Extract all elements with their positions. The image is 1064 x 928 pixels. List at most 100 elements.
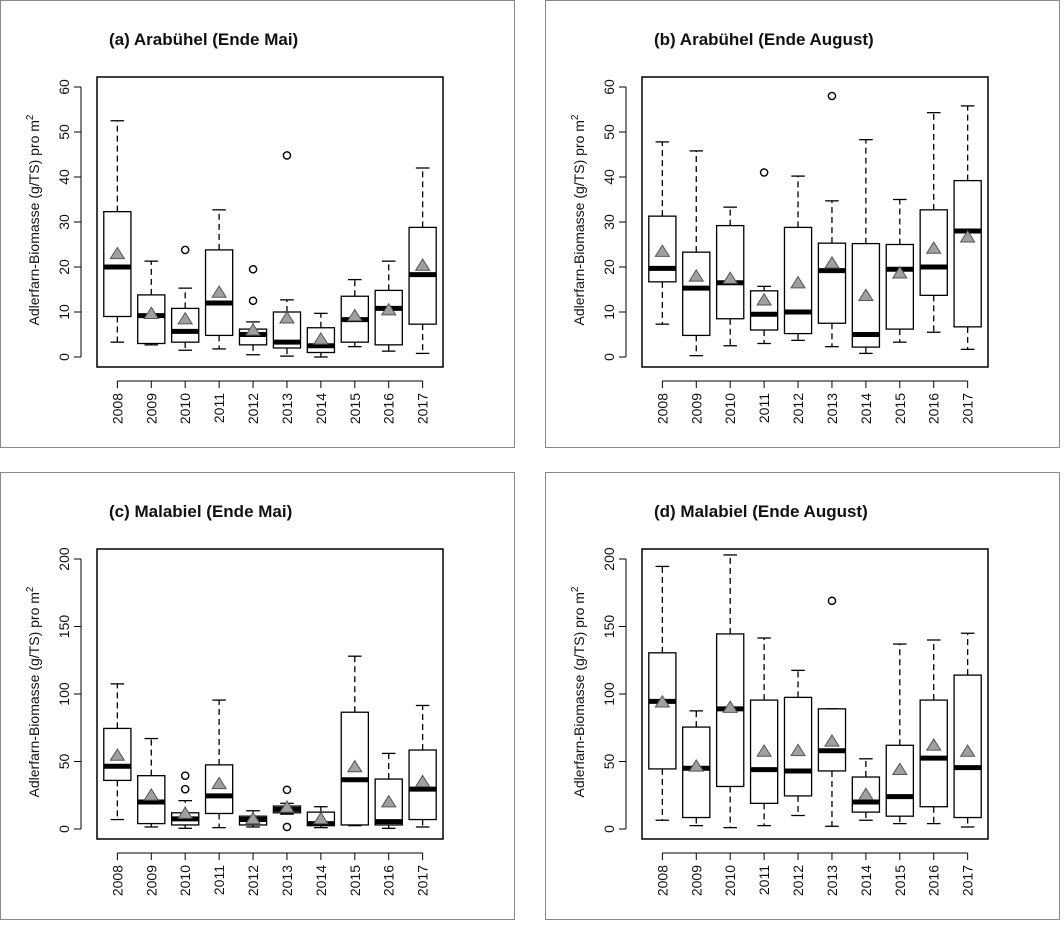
box-2017 (408, 704, 437, 828)
box-2016 (919, 639, 948, 825)
x-tick-label: 2011 (756, 393, 772, 423)
x-tick-label: 2012 (245, 865, 261, 896)
box-2013 (272, 151, 302, 357)
y-tick-label: 200 (601, 547, 617, 571)
box-2010 (170, 245, 200, 351)
chart-b: (b) Arabühel (Ende August) 0 10 20 30 40 50 60 A… (570, 30, 989, 424)
mean-marker (654, 694, 671, 708)
mean-marker (824, 255, 840, 269)
box-iqr (715, 224, 745, 320)
x-tick-label: 2015 (347, 865, 363, 896)
mean-marker (143, 306, 160, 319)
mean-marker (414, 258, 431, 271)
y-tick-label: 200 (56, 547, 72, 571)
y-tick-label: 60 (601, 79, 617, 95)
x-tick-label: 2013 (824, 865, 840, 896)
y-tick-label: 150 (601, 615, 617, 639)
box-2013 (817, 596, 847, 827)
x-tick-label: 2010 (177, 865, 193, 896)
box-iqr (682, 251, 711, 337)
mean-marker (790, 275, 806, 289)
x-tick-label: 2009 (143, 393, 159, 424)
box-2011 (204, 209, 234, 350)
box-2010 (715, 554, 745, 829)
outlier-point (282, 785, 292, 795)
mean-marker (211, 285, 228, 298)
mean-marker (245, 811, 261, 825)
mean-marker (891, 265, 908, 279)
box-2017 (408, 167, 437, 355)
y-axis-label-superscript: 2 (25, 114, 36, 120)
x-tick-label: 2017 (415, 865, 431, 896)
x-tick-label: 2011 (211, 865, 227, 895)
mean-marker (312, 811, 329, 825)
mean-marker (312, 331, 329, 345)
y-axis-label: Adlerfarn-Biomasse (g/TS) pro m2 (570, 586, 587, 797)
x-tick-label: 2010 (722, 865, 738, 896)
y-axis-label: Adlerfarn-Biomasse (g/TS) pro m2 (25, 114, 42, 325)
box-2008 (103, 120, 132, 343)
mean-marker (857, 288, 874, 301)
x-tick-label: 2010 (722, 393, 738, 424)
outlier-point (827, 91, 837, 101)
mean-marker (380, 302, 397, 316)
x-tick-label: 2013 (824, 393, 840, 424)
box-iqr (919, 699, 948, 808)
plot-frame (96, 76, 444, 368)
box-2012 (783, 669, 813, 817)
box-iqr (682, 726, 711, 819)
y-axis-label-superscript: 2 (25, 586, 36, 592)
mean-marker (790, 743, 806, 757)
y-tick-label: 40 (601, 169, 617, 185)
chart-a: (a) Arabühel (Ende Mai) 0 10 20 30 40 50 60 Adle… (25, 30, 444, 424)
panel-b: (b) Arabühel (Ende August) 0 10 20 30 40 50 60 A… (545, 0, 1060, 448)
box-2017 (953, 632, 982, 828)
box-2014 (306, 312, 336, 358)
box-2010 (715, 206, 745, 347)
box-2015 (340, 655, 370, 827)
plot-frame (641, 76, 989, 368)
mean-marker (959, 744, 976, 757)
x-tick-label: 2016 (381, 865, 397, 896)
x-tick-label: 2011 (756, 865, 772, 895)
box-2009 (137, 737, 166, 828)
chart-title: (b) Arabühel (Ende August) (654, 30, 874, 49)
box-iqr (648, 652, 677, 770)
box-2011 (749, 168, 779, 345)
x-tick-label: 2011 (211, 393, 227, 423)
panel-a: (a) Arabühel (Ende Mai) 0 10 20 30 40 50 60 Adle… (0, 0, 515, 448)
mean-marker (824, 733, 840, 747)
y-tick-label: 10 (601, 304, 617, 320)
x-tick-label: 2016 (926, 393, 942, 424)
box-iqr (817, 242, 847, 324)
x-tick-label: 2014 (313, 865, 329, 896)
y-tick-label: 50 (601, 124, 617, 140)
x-tick-label: 2008 (109, 865, 125, 896)
y-tick-label: 40 (56, 169, 72, 185)
y-axis-label-superscript: 2 (570, 586, 581, 592)
box-2013 (272, 785, 302, 832)
x-tick-label: 2012 (790, 393, 806, 424)
mean-marker (756, 744, 773, 757)
chart-title: (a) Arabühel (Ende Mai) (109, 30, 298, 49)
mean-marker (211, 776, 228, 790)
x-tick-label: 2015 (892, 865, 908, 896)
box-2016 (374, 752, 403, 829)
mean-marker (756, 292, 773, 306)
x-tick-label: 2013 (279, 865, 295, 896)
x-tick-label: 2009 (688, 865, 704, 896)
box-2008 (648, 565, 677, 821)
mean-marker (380, 794, 397, 808)
y-axis-label-text: Adlerfarn-Biomasse (g/TS) pro m (26, 592, 42, 797)
x-tick-label: 2014 (313, 393, 329, 424)
box-iqr (851, 242, 881, 348)
box-2009 (682, 710, 711, 827)
box-2011 (749, 637, 779, 827)
x-tick-label: 2009 (143, 865, 159, 896)
box-2011 (204, 699, 234, 829)
y-tick-label: 50 (56, 124, 72, 140)
x-tick-label: 2016 (926, 865, 942, 896)
box-iqr (408, 749, 437, 821)
box-iqr (204, 764, 234, 815)
box-2015 (340, 278, 370, 348)
